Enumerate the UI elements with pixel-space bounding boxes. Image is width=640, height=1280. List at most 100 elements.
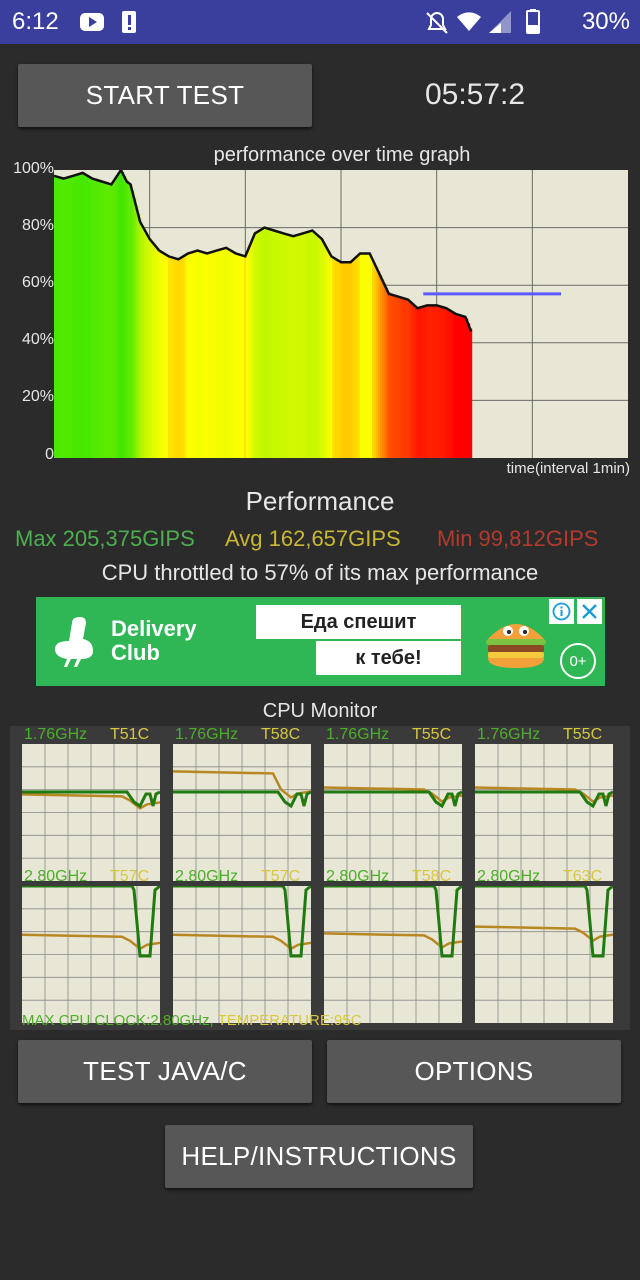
chart-bar — [170, 256, 173, 458]
chart-bar — [464, 316, 467, 458]
ad-brand: Delivery Club — [111, 617, 197, 665]
chart-bar — [208, 253, 211, 458]
max-performance: Max 205,375GIPS — [15, 526, 195, 551]
chart-bar — [154, 244, 157, 458]
core-frequency-line — [22, 790, 160, 809]
core-frequency-line — [324, 886, 462, 958]
chart-bar — [112, 183, 115, 458]
chart-bar — [188, 253, 191, 458]
core-graph — [324, 744, 462, 881]
chart-bar — [276, 231, 279, 458]
chart-bar — [74, 175, 77, 458]
chart-bar — [450, 310, 453, 458]
core-frequency: 1.76GHz — [326, 726, 390, 743]
chart-bar — [82, 173, 85, 458]
chart-bar — [212, 252, 215, 458]
chart-bar — [350, 262, 353, 458]
chart-bar — [126, 180, 129, 458]
chart-bar — [304, 232, 307, 458]
ad-slogan-line1: Еда спешит — [256, 605, 461, 639]
chart-bar — [342, 262, 345, 458]
ad-info-icon[interactable] — [549, 599, 574, 624]
chart-bar — [466, 318, 469, 458]
chart-bar — [166, 254, 169, 458]
chart-bar — [234, 252, 237, 458]
chart-bar — [120, 171, 123, 458]
chart-bar — [140, 221, 143, 458]
chart-bar — [306, 232, 309, 458]
chart-bar — [96, 179, 99, 458]
chart-bar — [280, 232, 283, 458]
chart-bar — [194, 251, 197, 458]
ad-banner[interactable]: Delivery Club Еда спешит к тебе! 0+ — [36, 597, 605, 686]
chart-bar — [400, 297, 403, 458]
chart-bar — [148, 236, 151, 458]
chart-bar — [468, 323, 471, 458]
chart-bar — [296, 235, 299, 458]
chart-bar — [66, 177, 69, 458]
chart-bar — [452, 311, 455, 458]
chart-bar — [128, 182, 131, 458]
chart-bar — [326, 246, 329, 458]
chart-bar — [206, 253, 209, 458]
chart-bar — [374, 262, 377, 458]
status-time: 6:12 — [12, 8, 59, 35]
chart-bar — [80, 173, 83, 458]
chart-bar — [380, 275, 383, 458]
chart-bar — [418, 308, 421, 458]
chart-bar — [190, 252, 193, 458]
core-frequency: 1.76GHz — [477, 726, 541, 743]
chart-bar — [436, 305, 439, 458]
chart-bar — [110, 183, 113, 458]
chart-bar — [340, 261, 343, 458]
chart-bar — [298, 234, 301, 458]
chart-bar — [124, 176, 127, 458]
chart-bar — [162, 252, 165, 458]
chart-bar — [442, 306, 445, 458]
chart-bar — [398, 296, 401, 458]
x-axis-label: time(interval 1min) — [506, 460, 630, 477]
ad-close-icon[interactable] — [577, 599, 602, 624]
chart-bar — [384, 283, 387, 458]
chart-bar — [456, 314, 459, 458]
chart-bar — [238, 254, 241, 458]
chart-bar — [300, 234, 303, 458]
test-java-c-button[interactable]: TEST JAVA/C — [18, 1040, 312, 1103]
chart-bar — [358, 255, 361, 458]
start-test-button[interactable]: START TEST — [18, 64, 312, 127]
chart-bar — [248, 249, 251, 458]
chart-bar — [320, 237, 323, 458]
chart-bar — [336, 259, 339, 458]
ad-slogan-line2: к тебе! — [316, 641, 461, 675]
chart-bar — [406, 299, 409, 458]
chart-bar — [334, 257, 337, 458]
options-button[interactable]: OPTIONS — [327, 1040, 621, 1103]
chart-bar — [338, 260, 341, 458]
performance-chart — [54, 170, 628, 458]
chart-bar — [214, 251, 217, 458]
core-graph — [22, 886, 160, 1023]
chart-bar — [260, 230, 263, 458]
core-graph — [173, 744, 311, 881]
core-frequency: 2.80GHz — [477, 868, 541, 885]
chart-bar — [246, 254, 249, 458]
chart-bar — [308, 231, 311, 458]
max-cpu-clock: MAX CPU CLOCK:2.80GHz, — [22, 1012, 214, 1029]
youtube-icon — [80, 13, 104, 31]
chart-bar — [250, 245, 253, 458]
core-frequency-line — [22, 886, 160, 958]
chart-bar — [232, 251, 235, 458]
chart-bar — [428, 305, 431, 458]
core-graph — [22, 744, 160, 881]
mute-icon — [426, 11, 448, 34]
core-temperature-line — [22, 933, 160, 951]
chart-bar — [242, 255, 245, 458]
avg-performance: Avg 162,657GIPS — [225, 526, 401, 551]
chart-bar — [316, 233, 319, 458]
chart-bar — [202, 251, 205, 458]
help-instructions-button[interactable]: HELP/INSTRUCTIONS — [165, 1125, 473, 1188]
chart-bar — [100, 180, 103, 458]
chart-bar — [454, 312, 457, 458]
cpu-monitor-panel: 1.76GHz T51C 1.76GHz T58C 1.76GHz T55C 1.76GHz… — [10, 726, 630, 1030]
chart-bar — [312, 230, 315, 458]
